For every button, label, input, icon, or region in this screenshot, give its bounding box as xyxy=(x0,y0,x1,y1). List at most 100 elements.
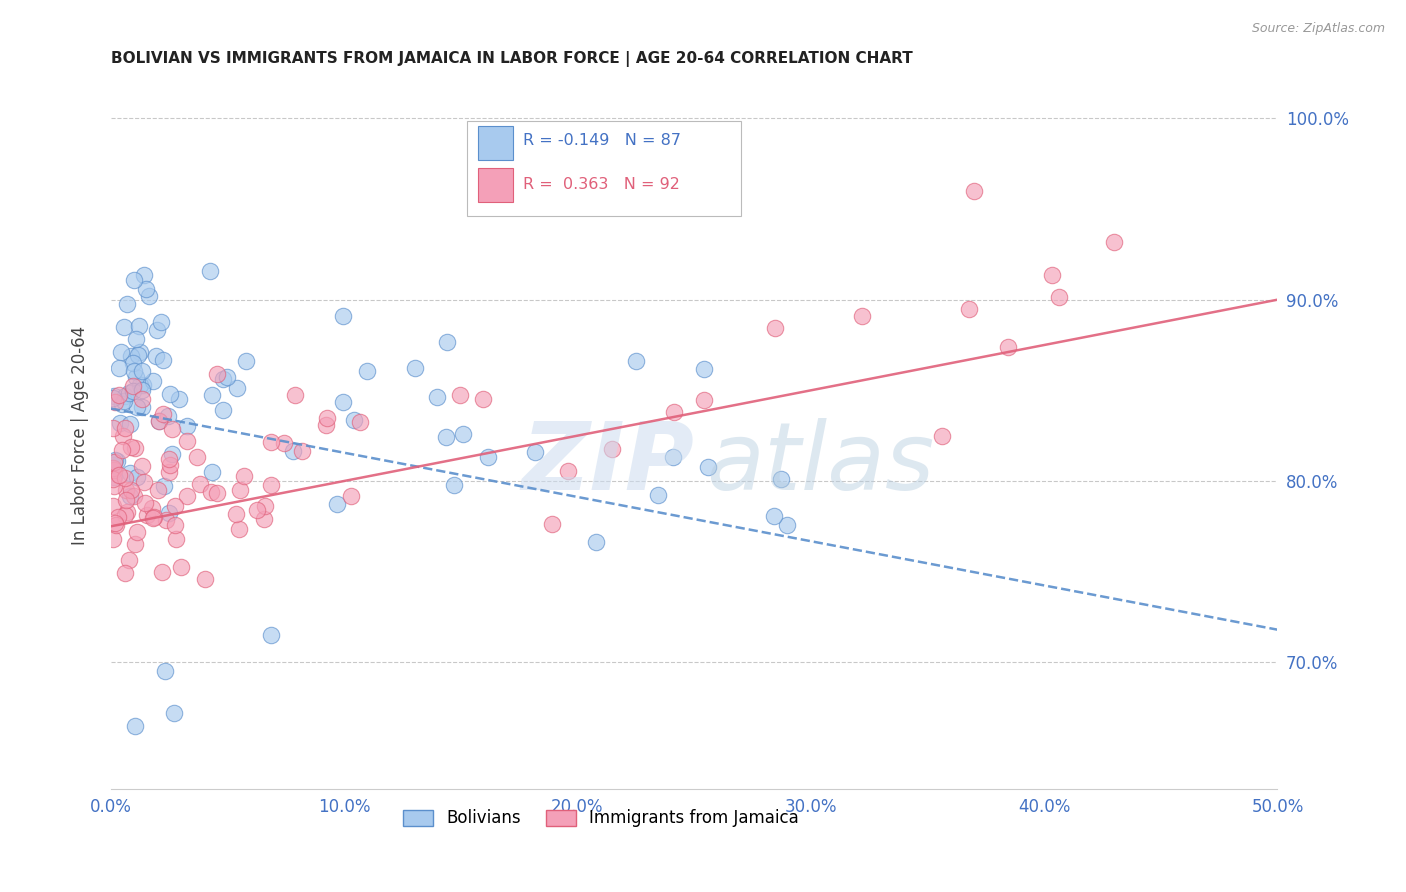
Point xyxy=(148,414,170,428)
Point xyxy=(260,628,283,642)
Point xyxy=(127,348,149,362)
Point xyxy=(763,321,786,335)
Point xyxy=(692,362,714,376)
Point xyxy=(118,386,141,401)
Point xyxy=(851,310,873,324)
Point xyxy=(134,496,156,510)
Point xyxy=(762,508,785,523)
Point xyxy=(697,460,720,475)
Point xyxy=(103,837,125,851)
Point xyxy=(163,499,186,513)
Point xyxy=(585,534,607,549)
Point xyxy=(122,384,145,398)
Point xyxy=(135,282,157,296)
Point xyxy=(931,429,953,443)
Point xyxy=(131,383,153,397)
Point xyxy=(122,273,145,287)
Point xyxy=(148,483,170,497)
Point xyxy=(152,407,174,421)
Point xyxy=(114,508,136,522)
Point xyxy=(124,441,146,455)
Point xyxy=(121,378,143,392)
Point xyxy=(186,450,208,465)
Point xyxy=(228,523,250,537)
Point xyxy=(207,367,229,381)
Point xyxy=(156,409,179,424)
Point xyxy=(131,364,153,378)
Point xyxy=(316,411,339,425)
Point xyxy=(153,478,176,492)
Point xyxy=(114,471,136,485)
Point xyxy=(997,340,1019,354)
Point xyxy=(114,566,136,580)
Point xyxy=(343,413,366,427)
Point xyxy=(225,380,247,394)
Point xyxy=(356,364,378,378)
Point xyxy=(153,665,176,679)
Point xyxy=(150,566,173,580)
Point xyxy=(284,388,307,402)
Point xyxy=(233,469,256,483)
Point xyxy=(138,289,160,303)
Point xyxy=(434,429,457,443)
Point xyxy=(246,502,269,516)
Point xyxy=(101,420,124,434)
Point xyxy=(443,478,465,492)
Point xyxy=(557,464,579,478)
Point xyxy=(127,400,149,414)
Point xyxy=(114,493,136,508)
Point xyxy=(283,444,305,458)
Point xyxy=(110,345,132,359)
Point xyxy=(108,388,131,402)
Point xyxy=(122,489,145,503)
Point xyxy=(101,458,124,472)
Point xyxy=(426,390,449,404)
Y-axis label: In Labor Force | Age 20-64: In Labor Force | Age 20-64 xyxy=(72,326,89,545)
Point xyxy=(152,353,174,368)
Point xyxy=(260,478,283,492)
Point xyxy=(404,361,426,376)
Point xyxy=(228,483,250,498)
Point xyxy=(253,512,276,526)
Point xyxy=(148,414,170,428)
Point xyxy=(143,509,166,524)
Point xyxy=(122,356,145,370)
Point xyxy=(124,537,146,551)
Point xyxy=(104,452,127,467)
Point xyxy=(110,416,132,430)
Point xyxy=(957,301,980,316)
Point xyxy=(176,419,198,434)
Point xyxy=(600,442,623,456)
Point xyxy=(235,354,257,368)
Point xyxy=(112,393,135,408)
Point xyxy=(125,370,148,384)
Point xyxy=(103,455,125,469)
Point xyxy=(332,395,354,409)
Point xyxy=(103,470,125,484)
Point xyxy=(647,488,669,502)
Point xyxy=(769,472,792,486)
Point xyxy=(693,392,716,407)
Point xyxy=(162,447,184,461)
Point xyxy=(128,345,150,359)
Point xyxy=(176,434,198,448)
Point xyxy=(128,319,150,334)
Point xyxy=(225,507,247,521)
Point xyxy=(291,444,314,458)
Point xyxy=(103,389,125,403)
Bar xyxy=(478,126,513,160)
Point xyxy=(205,485,228,500)
Point xyxy=(141,501,163,516)
Point xyxy=(340,489,363,503)
Point xyxy=(131,459,153,474)
Point xyxy=(115,483,138,497)
Point xyxy=(326,497,349,511)
Point xyxy=(103,479,125,493)
Text: ZIP: ZIP xyxy=(522,418,695,510)
Point xyxy=(142,374,165,388)
Point xyxy=(332,309,354,323)
Text: R =  0.363   N = 92: R = 0.363 N = 92 xyxy=(523,178,679,192)
Text: R = -0.149   N = 87: R = -0.149 N = 87 xyxy=(523,133,681,148)
Point xyxy=(104,395,127,409)
Point xyxy=(163,518,186,533)
